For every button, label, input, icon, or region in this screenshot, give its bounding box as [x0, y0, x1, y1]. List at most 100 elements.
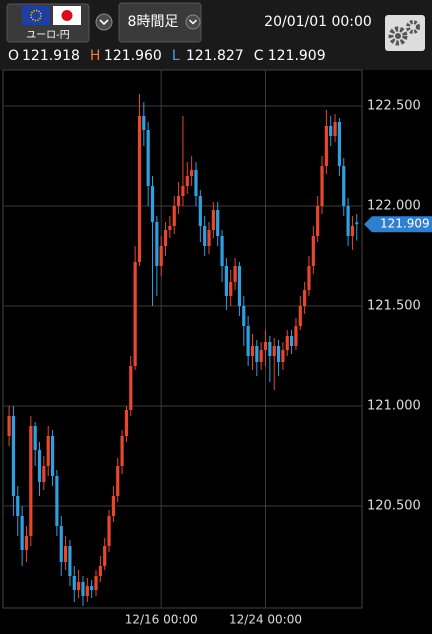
candle-body — [272, 346, 276, 356]
candle-body — [246, 326, 250, 356]
candle-body — [150, 186, 155, 222]
candle-body — [7, 416, 11, 436]
candle-body — [111, 496, 115, 516]
candle-body — [176, 196, 181, 206]
candle-body — [185, 176, 189, 186]
candle-body — [346, 206, 350, 236]
candle-body — [311, 236, 315, 266]
candle-body — [207, 230, 211, 246]
candle-body — [268, 342, 272, 356]
ohlc-key: C — [254, 48, 264, 64]
pair-selector[interactable]: ユーロ-円 — [6, 3, 90, 43]
candle-body — [320, 166, 324, 206]
candle-body — [285, 336, 289, 350]
candle-body — [233, 266, 237, 282]
candle-body — [276, 346, 281, 362]
candle-body — [63, 546, 68, 562]
candle-body — [37, 450, 42, 482]
candle-body — [55, 476, 59, 526]
candle-body — [216, 210, 220, 236]
candle-body — [303, 290, 307, 306]
candle-body — [198, 196, 202, 226]
ohlc-row: O 121.918 H 121.960 L 121.827 C 121.909 — [8, 48, 326, 64]
candle-body — [137, 116, 142, 262]
candle-body — [163, 230, 168, 246]
candle-body — [337, 122, 341, 166]
candle-body — [72, 576, 76, 590]
candle-body — [316, 206, 320, 236]
candle-body — [20, 516, 24, 550]
ohlc-key: L — [172, 48, 180, 64]
y-tick-label: 122.500 — [367, 99, 421, 114]
timeframe-selector[interactable]: 8時間足 — [118, 2, 202, 43]
candle-body — [107, 516, 111, 546]
candle-body — [81, 582, 85, 596]
candle-body — [324, 126, 328, 166]
candle-body — [120, 436, 124, 466]
candle-body — [242, 306, 246, 326]
candle-body — [29, 426, 33, 536]
last-price-label: 121.909 — [380, 217, 430, 231]
candle-body — [190, 170, 194, 176]
candle-body — [46, 436, 50, 466]
candle-body — [68, 546, 72, 576]
candle-body — [85, 586, 89, 596]
ohlc-value: 121.960 — [104, 48, 162, 64]
candle-body — [33, 426, 37, 450]
candle-body — [281, 350, 285, 362]
candle-body — [116, 466, 120, 496]
candle-body — [16, 496, 20, 516]
x-tick-label: 12/16 00:00 — [125, 613, 198, 627]
candle-body — [220, 236, 224, 266]
candle-body — [42, 466, 46, 482]
candle-body — [298, 306, 302, 326]
candle-body — [263, 342, 268, 350]
candle-body — [181, 186, 185, 196]
ohlc-key: H — [90, 48, 101, 64]
y-tick-label: 120.500 — [367, 499, 421, 514]
y-tick-label: 121.000 — [367, 399, 421, 414]
settings-button[interactable] — [385, 15, 425, 51]
pair-label: ユーロ-円 — [26, 30, 70, 41]
candle-body — [94, 576, 98, 590]
candle-body — [294, 326, 298, 346]
candle-body — [342, 166, 346, 206]
datetime: 20/01/01 00:00 — [264, 14, 372, 30]
candle-body — [146, 130, 150, 186]
candle-body — [289, 336, 294, 346]
candle-body — [155, 222, 159, 266]
candle-body — [259, 350, 263, 362]
candle-body — [307, 266, 311, 290]
ohlc-value: 121.827 — [186, 48, 244, 64]
candle-body — [77, 582, 81, 590]
candle-body — [229, 282, 233, 296]
timeframe-label: 8時間足 — [128, 14, 179, 30]
candle-body — [250, 346, 255, 356]
candle-body — [329, 126, 333, 136]
ohlc-key: O — [8, 48, 19, 64]
y-tick-label: 122.000 — [367, 199, 421, 214]
candle-body — [98, 566, 102, 576]
candle-body — [24, 536, 29, 550]
candle-body — [333, 122, 337, 136]
candle-body — [124, 410, 129, 436]
candle-body — [11, 416, 16, 496]
y-tick-label: 121.500 — [367, 299, 421, 314]
candle-body — [142, 116, 146, 130]
candle-body — [172, 206, 176, 226]
candle-body — [168, 226, 172, 230]
x-tick-label: 12/24 00:00 — [229, 613, 302, 627]
candle-body — [350, 226, 355, 236]
candle-body — [159, 246, 163, 266]
candle-body — [203, 226, 207, 246]
ohlc-value: 121.918 — [22, 48, 80, 64]
candle-body — [211, 210, 215, 230]
candle-body — [129, 366, 133, 410]
candle-body — [255, 346, 259, 362]
ohlc-value: 121.909 — [268, 48, 326, 64]
candle-body — [59, 526, 63, 562]
candle-body — [103, 546, 107, 566]
pair-dropdown[interactable] — [95, 13, 113, 31]
candle-body — [90, 586, 94, 590]
